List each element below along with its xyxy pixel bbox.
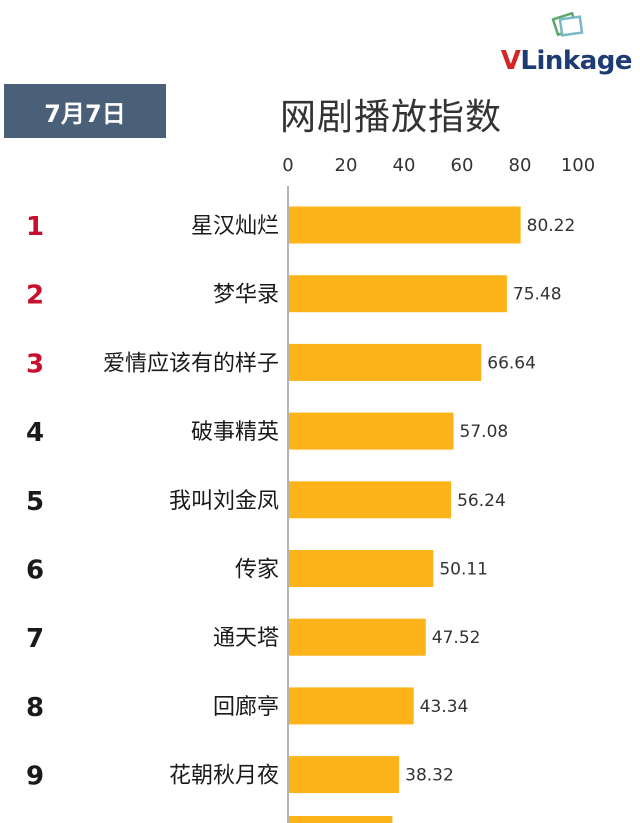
category-label: 破事精英	[191, 420, 279, 445]
rank-number: 1	[26, 212, 44, 242]
vlinkage-logo: VLinkage	[500, 12, 633, 76]
rank-number: 4	[26, 418, 44, 448]
bar	[289, 550, 434, 587]
category-label: 爱情应该有的样子	[103, 351, 279, 376]
rank-number: 5	[26, 487, 44, 517]
chart-title: 网剧播放指数	[280, 97, 503, 138]
category-label: 传家	[235, 558, 279, 583]
bar	[289, 481, 452, 519]
category-label: 花朝秋月夜	[169, 764, 279, 789]
x-tick-label: 80	[509, 155, 532, 176]
logo-text: VLinkage	[500, 46, 633, 76]
date-badge: 7月7日	[4, 84, 166, 138]
category-label: 梦华录	[213, 283, 279, 308]
data-label: 38.32	[405, 766, 454, 786]
category-label: 回廊亭	[213, 695, 279, 720]
x-tick-label: 60	[451, 155, 474, 176]
data-label: 56.24	[457, 491, 506, 511]
x-tick-label: 0	[282, 155, 293, 176]
data-label: 66.64	[487, 353, 536, 373]
bar	[289, 343, 482, 381]
data-label: 57.08	[460, 422, 509, 442]
data-label: 75.48	[513, 285, 562, 305]
bar	[289, 687, 414, 725]
bar	[289, 275, 507, 313]
rank-number: 9	[26, 762, 44, 792]
bar-partial	[289, 816, 393, 823]
category-label: 通天塔	[213, 626, 279, 651]
x-tick-label: 20	[335, 155, 358, 176]
rank-number: 2	[26, 281, 44, 311]
data-label: 50.11	[439, 560, 488, 580]
logo-cards-icon	[551, 12, 584, 37]
bar	[289, 412, 454, 450]
rank-number: 7	[26, 624, 44, 654]
bar	[289, 618, 426, 656]
rank-number: 3	[26, 349, 44, 379]
category-label: 星汉灿烂	[191, 214, 279, 239]
x-tick-label: 100	[561, 155, 595, 176]
x-tick-label: 40	[393, 155, 416, 176]
bar	[289, 206, 521, 244]
rank-number: 6	[26, 556, 44, 586]
data-label: 47.52	[432, 628, 481, 648]
data-label: 80.22	[527, 216, 576, 236]
data-label: 43.34	[420, 697, 469, 717]
category-label: 我叫刘金凤	[169, 489, 279, 514]
bar	[289, 756, 400, 794]
rank-number: 8	[26, 693, 44, 723]
